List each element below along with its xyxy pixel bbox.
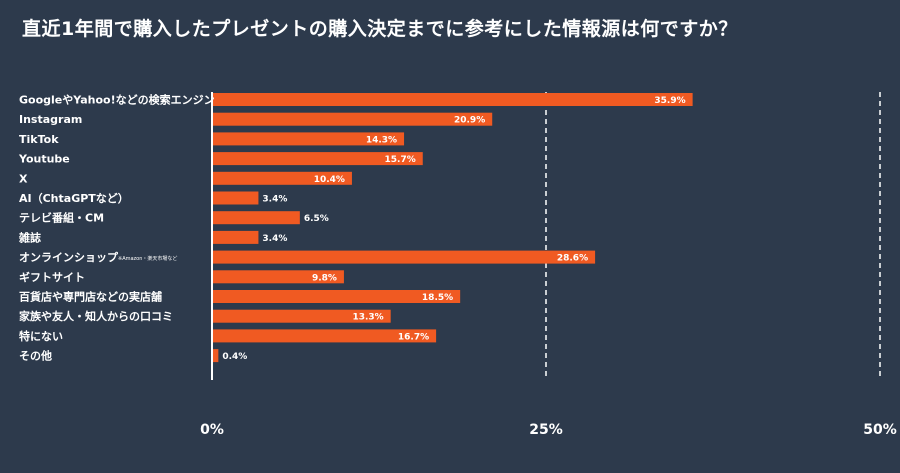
- category-label: オンラインショップ: [19, 250, 119, 264]
- bar-value-label: 9.8%: [312, 273, 337, 283]
- category-label: 特にない: [19, 329, 63, 343]
- bar: [213, 309, 391, 323]
- bar: [213, 349, 219, 363]
- bar-value-label: 15.7%: [385, 155, 416, 165]
- x-tick-labels: 0% 25% 50%: [200, 422, 897, 438]
- bar-value-label: 18.5%: [422, 293, 453, 303]
- category-label: AI（ChtaGPTなど）: [19, 192, 129, 205]
- bar-value-label: 0.4%: [222, 352, 247, 362]
- bar-value-label: 6.5%: [304, 214, 329, 224]
- bar: [213, 171, 352, 185]
- bars: 35.9% 20.9% 14.3% 15.7% 10.4% 3.4% 6.5% 3.4% 28.…: [213, 93, 693, 363]
- gridlines: [211, 92, 881, 380]
- bar-value-label: 20.9%: [454, 116, 485, 126]
- bar-value-label: 35.9%: [654, 96, 685, 106]
- chart-title: 直近1年間で購入したプレゼントの購入決定までに参考にした情報源は何ですか？: [22, 18, 738, 40]
- bar: [213, 230, 259, 244]
- bar: [213, 329, 437, 343]
- bar: [213, 290, 461, 303]
- category-label: その他: [19, 349, 52, 363]
- category-label: テレビ番組・CM: [19, 211, 104, 225]
- bar: [213, 112, 493, 126]
- category-labels: GoogleやYahoo!などの検索エンジン Instagram TikTok You…: [18, 93, 215, 363]
- category-label: Instagram: [19, 113, 82, 126]
- bar: [213, 93, 693, 106]
- bar: [213, 250, 596, 264]
- bar: [213, 211, 300, 225]
- category-label: ギフトサイト: [19, 270, 85, 284]
- bar-value-label: 14.3%: [366, 135, 397, 145]
- bar-value-label: 3.4%: [262, 195, 287, 205]
- bar: [213, 191, 259, 205]
- category-label: X: [19, 172, 28, 185]
- bar: [213, 270, 344, 284]
- x-tick-label: 25%: [529, 422, 563, 438]
- category-label: 百貨店や専門店などの実店舗: [19, 290, 162, 304]
- category-note: ※Amazon・楽天市場など: [118, 255, 177, 262]
- bar: [213, 152, 423, 166]
- bar-value-label: 10.4%: [314, 175, 345, 185]
- bar: [213, 132, 405, 146]
- x-tick-label: 50%: [863, 422, 897, 438]
- bar-value-label: 16.7%: [398, 332, 429, 342]
- category-label: 家族や友人・知人からの口コミ: [19, 309, 173, 323]
- x-tick-label: 0%: [200, 422, 224, 438]
- category-label: Youtube: [18, 153, 70, 166]
- category-label: TikTok: [19, 133, 59, 146]
- bar-value-label: 13.3%: [352, 313, 383, 323]
- category-label: GoogleやYahoo!などの検索エンジン: [19, 93, 215, 107]
- category-label: 雑誌: [18, 230, 41, 244]
- bar-value-label: 3.4%: [262, 234, 287, 244]
- bar-value-label: 28.6%: [557, 254, 588, 264]
